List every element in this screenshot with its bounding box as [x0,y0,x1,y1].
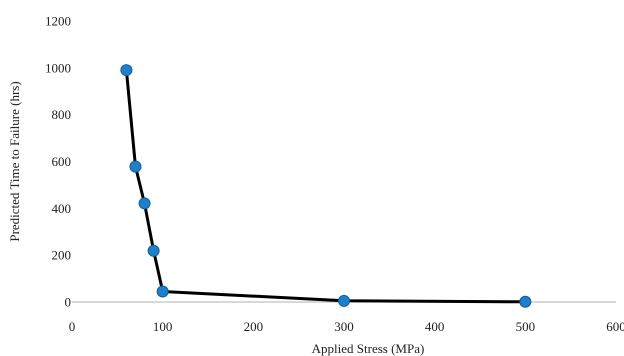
data-point [338,294,350,307]
y-tick-label: 0 [65,295,72,310]
data-point [519,295,532,308]
y-tick-label: 800 [52,107,72,122]
data-point [120,64,133,77]
y-axis-title: Predicted Time to Failure (hrs) [7,81,22,241]
y-tick-label: 1200 [45,14,71,29]
x-axis-title: Applied Stress (MPa) [312,341,425,356]
y-tick-label: 1000 [45,60,71,75]
x-axis-ticks: 0 100 200 300 400 500 600 [69,319,624,334]
x-tick-label: 500 [516,319,536,334]
data-point [129,160,142,173]
y-tick-label: 600 [52,154,72,169]
x-tick-label: 300 [334,319,354,334]
data-points [120,64,532,308]
y-axis-ticks: 0 200 400 600 800 1000 1200 [45,14,71,310]
data-point [138,197,151,210]
x-tick-label: 600 [606,319,624,334]
x-tick-label: 400 [425,319,445,334]
x-tick-label: 100 [153,319,173,334]
data-point [156,285,169,298]
data-point [147,244,160,257]
x-tick-label: 0 [69,319,76,334]
x-tick-label: 200 [244,319,264,334]
y-tick-label: 200 [52,248,72,263]
series-line [124,70,526,304]
y-tick-label: 400 [52,201,72,216]
